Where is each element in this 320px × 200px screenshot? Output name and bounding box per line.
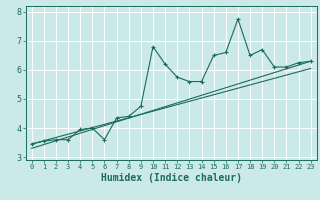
X-axis label: Humidex (Indice chaleur): Humidex (Indice chaleur) xyxy=(101,173,242,183)
